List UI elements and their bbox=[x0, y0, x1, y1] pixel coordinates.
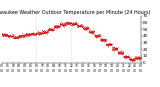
Title: Milwaukee Weather Outdoor Temperature per Minute (24 Hours): Milwaukee Weather Outdoor Temperature pe… bbox=[0, 10, 150, 15]
